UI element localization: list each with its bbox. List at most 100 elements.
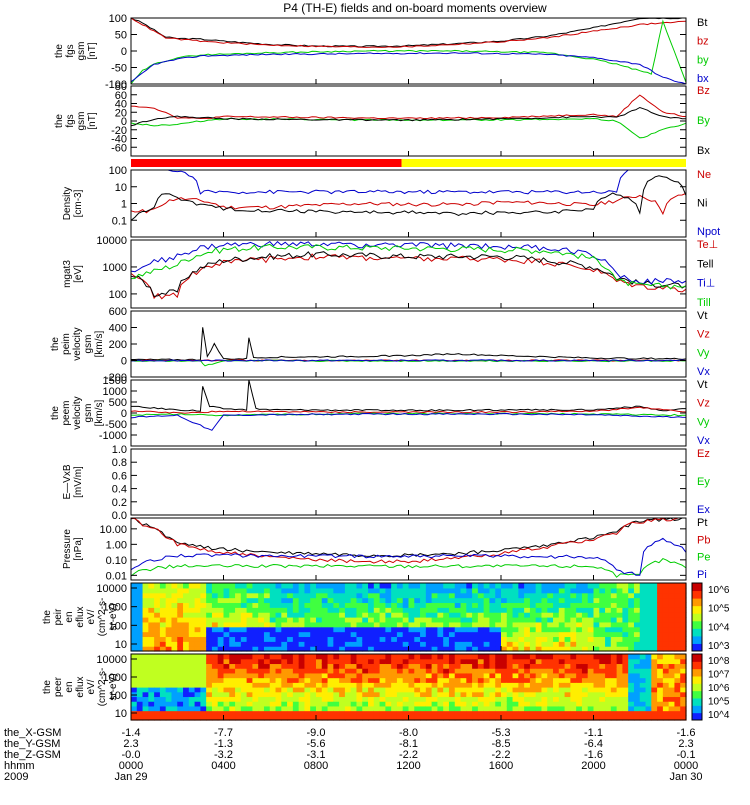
- peer-heat-cell: [616, 663, 624, 669]
- peir-heat-cell: [217, 646, 225, 652]
- peer-heat-cell: [443, 677, 450, 683]
- peer-heat-cell: [177, 687, 184, 693]
- peir-heat-cell: [287, 592, 294, 599]
- peer-heat-cell: [171, 654, 178, 660]
- peer-heat-cell: [587, 654, 595, 660]
- peir-heat-cell: [414, 621, 421, 628]
- peir-heat-cell: [362, 626, 369, 633]
- peir-heat-cell: [674, 592, 681, 599]
- peer-heat-cell: [292, 668, 300, 674]
- peer-heat-cell: [217, 691, 225, 698]
- peer-heat-cell: [148, 715, 155, 721]
- peir-heat-cell: [605, 587, 612, 594]
- peir-heat-cell: [501, 621, 508, 628]
- peer-heat-cell: [269, 654, 277, 660]
- peer-heat-cell: [391, 696, 398, 702]
- temp-series-till: [130, 243, 687, 290]
- density-ytick-label: 100: [109, 165, 127, 177]
- peir-heat-cell: [321, 621, 329, 628]
- peir-heat-cell: [564, 612, 571, 618]
- peir-heat-cell: [240, 646, 248, 652]
- peir-heat-cell: [483, 631, 491, 638]
- peer-heat-cell: [148, 654, 155, 660]
- peer-heat-cell: [443, 705, 450, 712]
- peer-heat-cell: [316, 682, 323, 688]
- peer-heat-cell: [344, 710, 352, 716]
- peer-heat-cell: [339, 701, 346, 707]
- peer-heat-cell: [194, 677, 201, 683]
- peer-heat-cell: [385, 696, 392, 702]
- xaxis-value: 2000: [581, 760, 605, 772]
- peir-heat-cell: [448, 631, 456, 638]
- peir-heat-cell: [518, 597, 525, 604]
- peer-heat-cell: [275, 701, 282, 707]
- peer-heat-cell: [622, 691, 629, 698]
- peir-heat-cell: [431, 641, 439, 647]
- peer-heat-cell: [483, 687, 491, 693]
- peir-heat-cell: [333, 592, 340, 599]
- peer-heat-cell: [477, 687, 485, 693]
- peer-heat-cell: [217, 701, 225, 707]
- peir-heat-cell: [622, 607, 629, 613]
- peer-heat-cell: [564, 677, 571, 683]
- peir-heat-cell: [645, 636, 652, 642]
- peer-heat-cell: [246, 654, 254, 660]
- peir-heat-cell: [131, 612, 138, 618]
- peir-heat-cell: [587, 617, 595, 623]
- peir-heat-cell: [298, 602, 306, 608]
- peer-heat-cell: [558, 696, 566, 702]
- peir-heat-cell: [165, 631, 173, 638]
- peer-heat-cell: [547, 672, 554, 679]
- peer-heat-cell: [599, 654, 606, 660]
- peer-heat-cell: [362, 668, 369, 674]
- peer-heat-cell: [448, 691, 456, 698]
- peer-heat-cell: [402, 663, 410, 669]
- peer-heat-cell: [414, 658, 421, 665]
- peer-heat-cell: [339, 654, 346, 660]
- peir-heat-cell: [211, 621, 219, 628]
- peer-heat-cell: [460, 701, 467, 707]
- peer-heat-cell: [281, 687, 288, 693]
- peer-heat-cell: [668, 672, 676, 679]
- peir-heat-cell: [483, 646, 491, 652]
- peir-heat-cell: [316, 597, 323, 604]
- peir-heat-cell: [524, 587, 531, 594]
- peer-heat-cell: [298, 682, 306, 688]
- peir-heat-cell: [680, 617, 687, 623]
- peir-heat-cell: [344, 597, 352, 604]
- peir-heat-cell: [529, 617, 537, 623]
- peir-heat-cell: [177, 641, 184, 647]
- gse-panel: [130, 17, 687, 85]
- peir-heat-cell: [460, 587, 467, 594]
- peer-heat-cell: [402, 654, 410, 660]
- peir-heat-cell: [240, 587, 248, 594]
- peer-heat-cell: [154, 701, 161, 707]
- peir-heat-cell: [211, 612, 219, 618]
- peer-heat-cell: [645, 677, 652, 683]
- peer-heat-cell: [489, 677, 496, 683]
- peer-heat-cell: [246, 663, 254, 669]
- peir-heat-cell: [674, 587, 681, 594]
- peir-colorbar-cell: [692, 590, 702, 599]
- peir-heat-cell: [287, 607, 294, 613]
- peir-heat-cell: [217, 626, 225, 633]
- peir-heat-cell: [489, 587, 496, 594]
- peir-heat-cell: [246, 617, 254, 623]
- peir-heat-cell: [171, 617, 178, 623]
- peir-heat-cell: [408, 607, 415, 613]
- peer-heat-cell: [281, 705, 288, 712]
- peer-heat-cell: [437, 677, 444, 683]
- peir-heat-cell: [304, 602, 311, 608]
- peer-heat-cell: [616, 668, 624, 674]
- peer-heat-cell: [651, 701, 658, 707]
- peir-heat-cell: [553, 617, 560, 623]
- peir-heat-cell: [246, 612, 254, 618]
- peer-heat-cell: [368, 705, 375, 712]
- peer-heat-cell: [541, 715, 548, 721]
- peer-heat-cell: [333, 668, 340, 674]
- peer-heat-cell: [489, 710, 496, 716]
- peir-heat-cell: [651, 646, 658, 652]
- peir-heat-cell: [142, 621, 149, 628]
- peer-heat-cell: [252, 654, 259, 660]
- peir-heat-cell: [362, 612, 369, 618]
